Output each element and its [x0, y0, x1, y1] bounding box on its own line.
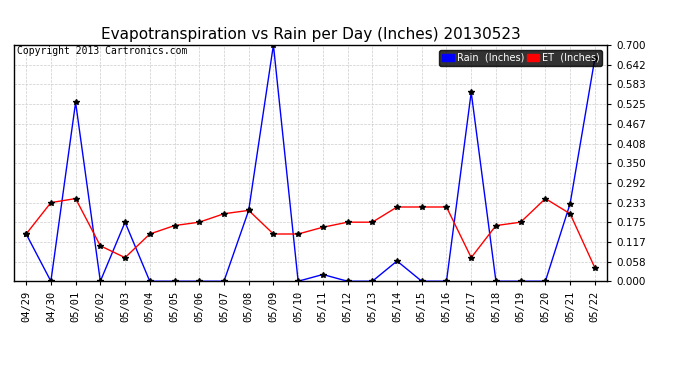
Text: Copyright 2013 Cartronics.com: Copyright 2013 Cartronics.com [17, 46, 188, 56]
Legend: Rain  (Inches), ET  (Inches): Rain (Inches), ET (Inches) [440, 50, 602, 66]
Title: Evapotranspiration vs Rain per Day (Inches) 20130523: Evapotranspiration vs Rain per Day (Inch… [101, 27, 520, 42]
